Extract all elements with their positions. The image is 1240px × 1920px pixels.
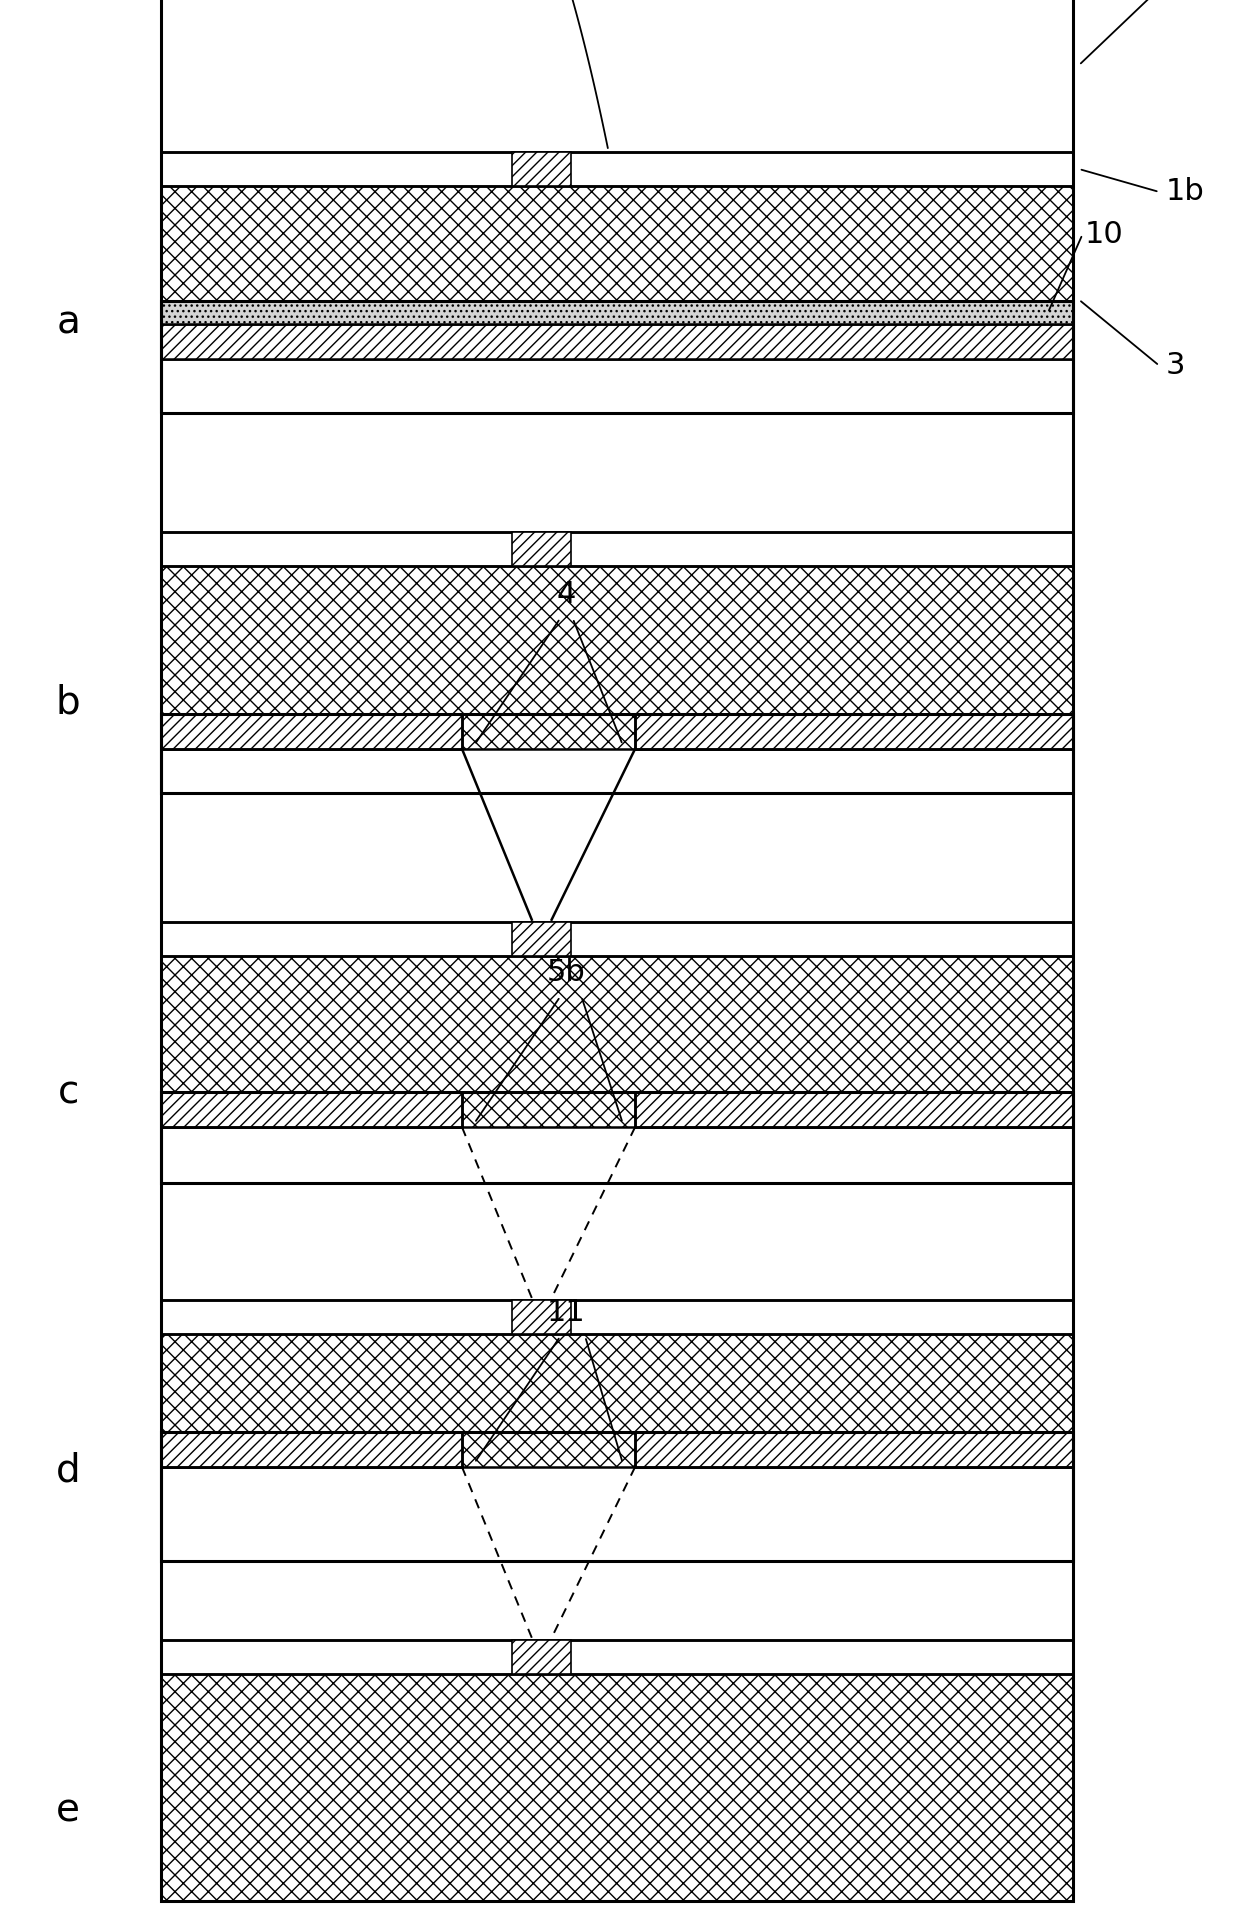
Bar	[161, 1432, 1073, 1901]
Bar	[161, 301, 1073, 793]
Bar	[161, 1092, 463, 1127]
Bar	[161, 1674, 1073, 1901]
Text: b: b	[56, 684, 81, 722]
Bar	[512, 532, 572, 566]
Text: 1b: 1b	[1166, 177, 1204, 207]
Bar	[635, 1432, 1073, 1467]
Bar	[635, 1092, 1073, 1127]
Bar	[161, 186, 1073, 413]
Bar	[161, 359, 1073, 532]
Bar	[161, 749, 1073, 922]
Bar	[161, 1334, 1073, 1561]
Bar	[161, 0, 1073, 152]
Text: e: e	[56, 1791, 81, 1830]
Text: 10: 10	[1085, 219, 1123, 250]
Text: 3: 3	[1166, 351, 1185, 380]
Bar	[512, 1640, 572, 1674]
Bar	[161, 566, 1073, 793]
Bar	[512, 1300, 572, 1334]
Bar	[161, 1127, 1073, 1300]
Bar	[161, 301, 1073, 324]
Bar	[161, 714, 1073, 1183]
Text: 1: 1	[1166, 0, 1185, 4]
Bar	[161, 324, 1073, 359]
Bar	[161, 0, 1073, 413]
Bar	[161, 714, 463, 749]
Bar	[161, 1467, 1073, 1640]
Text: 4: 4	[557, 580, 577, 609]
Text: 5b: 5b	[547, 958, 585, 987]
Bar	[161, 1432, 463, 1467]
Text: a: a	[56, 303, 81, 342]
Bar	[161, 956, 1073, 1183]
Bar	[512, 152, 572, 186]
Text: d: d	[56, 1452, 81, 1490]
Bar	[161, 1092, 1073, 1561]
Text: c: c	[57, 1073, 79, 1112]
Bar	[635, 714, 1073, 749]
Text: 11: 11	[547, 1298, 585, 1327]
Bar	[512, 922, 572, 956]
